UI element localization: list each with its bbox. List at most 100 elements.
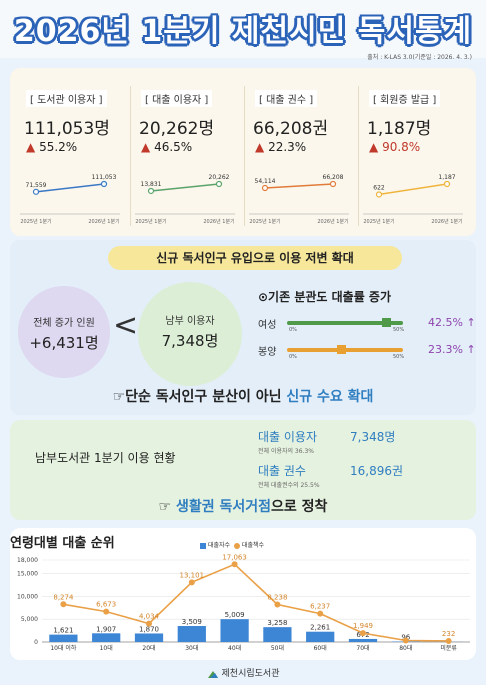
kpi-label: [ 도서관 이용자 ] [26, 90, 107, 107]
bar-60대 [306, 631, 335, 642]
kpi-change: ▲ 46.5% [141, 140, 192, 154]
bar-label: 1,907 [96, 625, 116, 633]
tick-label: 2026년 1분기 [88, 218, 119, 225]
bar-label: 2,261 [310, 624, 330, 632]
line-label: 6,237 [310, 603, 330, 611]
age-chart: 0 5,000 10,000 15,000 18,000 1,621 10대 이하 1,907… [17, 553, 470, 652]
data-label: 111,053 [92, 174, 117, 181]
series-line [378, 183, 448, 196]
total-increase-circle: 전체 증가 인원 +6,431명 [18, 286, 110, 378]
conclusion-text: 으로 정착 [271, 499, 328, 515]
conclusion-text: ☞단순 독서인구 분산이 아닌 [112, 389, 287, 405]
x-tick-label: 40대 [228, 644, 241, 652]
bar-label: 1,621 [53, 627, 73, 635]
kpi-card-issued: [ 회원증 발급 ] 1,187명 ▲ 90.8% 622 2025년 1분기 1,… [358, 86, 466, 226]
tick-label: 2026년 1분기 [203, 218, 234, 225]
total-increase-value: +6,431명 [29, 334, 99, 352]
x-tick-label: 80대 [399, 644, 412, 652]
line-label: 6,673 [96, 601, 116, 609]
data-point [100, 180, 108, 188]
south-users-label: 남부 이용자 [165, 316, 215, 327]
bar-label: 1,870 [139, 625, 159, 633]
x-tick-label: 70대 [356, 644, 369, 652]
x-tick-label: 30대 [185, 644, 198, 652]
tick-label: 2026년 1분기 [431, 218, 462, 225]
x-tick-label: 미분류 [440, 644, 457, 652]
line-point [60, 601, 67, 608]
legend-label: 대출책수 [241, 542, 265, 549]
kpi-change-value: 55.2% [39, 140, 78, 154]
expansion-conclusion: ☞단순 독서인구 분산이 아닌 신규 수요 확대 [0, 386, 486, 406]
data-label: 66,208 [323, 174, 344, 181]
branch-loan-title: ⊙기존 분관도 대출률 증가 [258, 290, 391, 304]
bar-label: 5,009 [225, 611, 245, 619]
kpi-chart: 54,114 2025년 1분기 66,208 2026년 1분기 [249, 174, 349, 225]
kpi-chart: 71,559 2025년 1분기 111,053 2026년 1분기 [20, 174, 120, 225]
series-line [264, 183, 334, 189]
line-point [188, 579, 195, 586]
legend-swatch [233, 542, 240, 549]
tick-label: 2025년 1분기 [363, 218, 394, 225]
legend-label: 대출자수 [208, 542, 231, 549]
kpi-change-value: 90.8% [382, 140, 421, 154]
x-tick-label: 10대 [100, 644, 113, 652]
kpi-label: [ 회원증 발급 ] [369, 90, 441, 107]
data-point [329, 180, 337, 188]
line-label: 13,101 [180, 571, 205, 579]
library-logo-icon [207, 670, 218, 678]
tick-label: 0% [289, 354, 297, 360]
conclusion-highlight: 신규 수요 확대 [286, 389, 374, 405]
kpi-value: 20,262명 [139, 119, 215, 139]
footer-text: 제천시립도서관 [221, 669, 280, 679]
series-line [150, 183, 220, 192]
branch-rate: 42.5% ↑ [428, 316, 476, 329]
branch-label: 여성 [258, 320, 277, 331]
kpi-value: 1,187명 [367, 119, 432, 139]
total-increase-label: 전체 증가 인원 [33, 318, 95, 329]
x-tick-label: 50대 [271, 644, 284, 652]
series-line [35, 183, 105, 193]
data-point [147, 187, 155, 195]
source-note: 출처 : K-LAS 3.0(기준일 : 2026. 4. 3.) [367, 54, 472, 61]
kpi-value: 66,208권 [253, 119, 329, 139]
line-label: 1,949 [353, 622, 373, 630]
data-label: 622 [373, 184, 385, 191]
kpi-chart: 622 2025년 1분기 1,187 2026년 1분기 [363, 174, 463, 225]
bar-10대 이하 [49, 634, 78, 642]
kpi-change-value: 46.5% [154, 140, 193, 154]
bar-50대 [263, 627, 292, 642]
branch-level-marker [337, 345, 347, 354]
line-point [445, 637, 452, 644]
bar-40대 [220, 619, 249, 642]
kpi-library-users: [ 도서관 이용자 ] 111,053명 ▲ 55.2% 71,559 2025년… [16, 86, 124, 226]
line-label: 8,238 [267, 593, 287, 601]
south-stat-note: 전체 대출권수의 25.5% [258, 482, 320, 489]
series-line-loans [63, 563, 449, 642]
kpi-change-value: 22.3% [268, 140, 307, 154]
line-point [231, 561, 238, 568]
kpi-label: [ 대출 이용자 ] [141, 90, 213, 107]
branch-level-bar [287, 321, 403, 325]
less-than-sign: < [113, 308, 139, 343]
data-label: 54,114 [255, 178, 276, 185]
footer: 제천시립도서관 [0, 666, 486, 679]
page-title: 2026년 1분기 제천시민 독서통계 [13, 14, 473, 49]
data-label: 71,559 [26, 182, 47, 189]
line-label: 4,034 [139, 613, 160, 621]
tick-label: 50% [393, 327, 405, 333]
kpi-label: [ 대출 권수 ] [255, 90, 318, 107]
line-label: 8,274 [53, 593, 74, 601]
tick-label: 2025년 1분기 [249, 218, 280, 225]
y-tick-label: 10,000 [17, 593, 38, 600]
conclusion-highlight: 생활권 독서거점 [175, 499, 272, 515]
data-label: 1,187 [438, 174, 455, 181]
south-stat-note: 전체 이용자의 36.3% [258, 448, 314, 455]
bar-label: 3,509 [182, 618, 202, 626]
data-point [215, 180, 223, 188]
south-stat-label: 대출 이용자 [258, 430, 318, 444]
line-point [360, 630, 366, 637]
chart-legend: 대출자수 대출책수 [200, 540, 264, 549]
line-point [103, 608, 110, 615]
tick-label: 50% [393, 354, 405, 360]
up-arrow-icon: ▲ [369, 140, 379, 154]
